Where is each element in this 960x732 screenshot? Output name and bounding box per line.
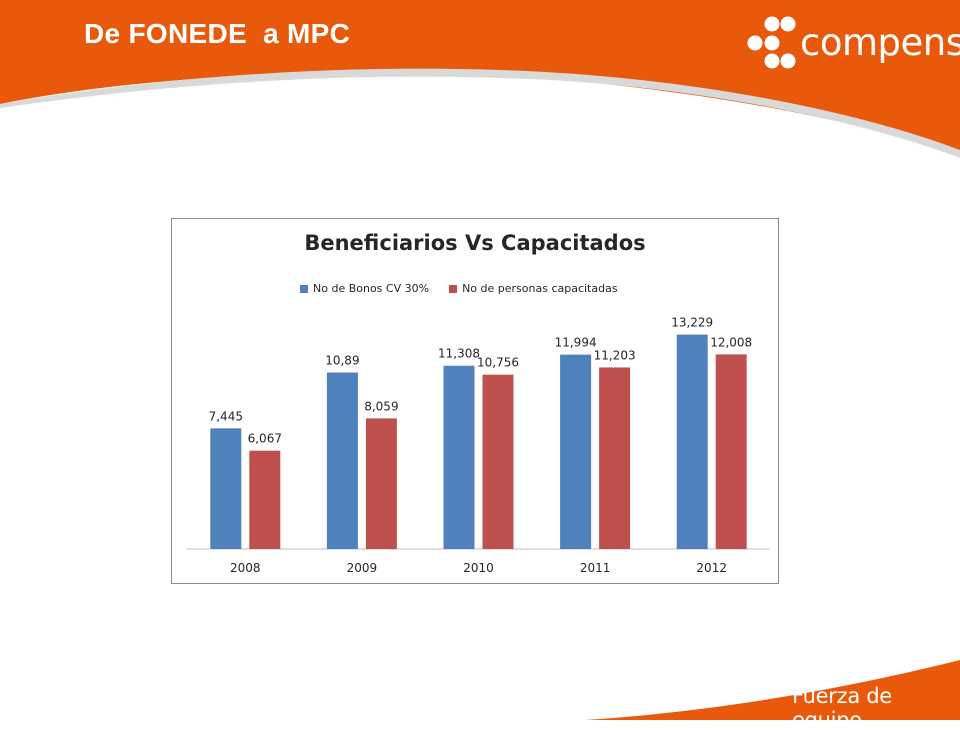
legend-swatch-capacitadas bbox=[449, 284, 458, 293]
legend-item-capacitadas: No de personas capacitadas bbox=[449, 282, 618, 295]
header-swoosh bbox=[0, 68, 960, 158]
bar-bonos-2008 bbox=[210, 428, 242, 549]
footer-band bbox=[585, 660, 960, 720]
data-label-bonos-2009: 10,89 bbox=[325, 354, 359, 368]
x-tick-label-2011: 2011 bbox=[580, 561, 611, 575]
x-tick-label-2009: 2009 bbox=[347, 561, 378, 575]
x-tick-label-2008: 2008 bbox=[230, 561, 261, 575]
bar-capacitadas-2008 bbox=[249, 450, 281, 549]
legend-label-capacitadas: No de personas capacitadas bbox=[462, 282, 618, 295]
legend-swatch-bonos bbox=[300, 284, 308, 293]
data-label-capacitadas-2010: 10,756 bbox=[477, 356, 519, 370]
legend-item-bonos: No de Bonos CV 30% bbox=[300, 282, 429, 295]
legend-label-bonos: No de Bonos CV 30% bbox=[313, 282, 430, 295]
header-band bbox=[0, 0, 960, 155]
bar-capacitadas-2012 bbox=[715, 354, 747, 549]
bar-bonos-2010 bbox=[443, 365, 475, 549]
brand-name: compensar bbox=[800, 21, 960, 64]
bar-capacitadas-2011 bbox=[599, 367, 631, 549]
x-tick-label-2010: 2010 bbox=[463, 561, 494, 575]
bar-bonos-2009 bbox=[326, 372, 358, 549]
tagline: Fuerza de equipo bbox=[792, 684, 892, 732]
data-label-capacitadas-2012: 12,008 bbox=[710, 335, 752, 349]
data-label-capacitadas-2009: 8,059 bbox=[364, 399, 398, 413]
data-label-capacitadas-2011: 11,203 bbox=[594, 348, 636, 362]
bar-bonos-2011 bbox=[560, 354, 592, 549]
x-tick-label-2012: 2012 bbox=[696, 561, 727, 575]
bar-chart-plot: 7,445 6,067 2008 10,89 8,059 2009 11,30810,756… bbox=[187, 316, 770, 575]
data-label-bonos-2012: 13,229 bbox=[671, 316, 713, 330]
data-label-bonos-2008: 7,445 bbox=[209, 409, 243, 423]
bar-capacitadas-2009 bbox=[365, 418, 397, 549]
bar-capacitadas-2010 bbox=[482, 374, 514, 549]
compensar-logo-dots-icon bbox=[747, 16, 796, 69]
slide-title: De FONEDE a MPC bbox=[84, 18, 351, 49]
data-label-bonos-2010: 11,308 bbox=[438, 347, 480, 361]
chart-container: Beneficiarios Vs Capacitados No de Bonos… bbox=[171, 218, 779, 584]
data-label-capacitadas-2008: 6,067 bbox=[248, 432, 282, 446]
data-label-bonos-2011: 11,994 bbox=[555, 336, 597, 350]
chart-title: Beneficiarios Vs Capacitados bbox=[304, 231, 646, 255]
bar-bonos-2012 bbox=[676, 334, 708, 549]
chart-legend: No de Bonos CV 30% No de personas capaci… bbox=[300, 282, 618, 295]
